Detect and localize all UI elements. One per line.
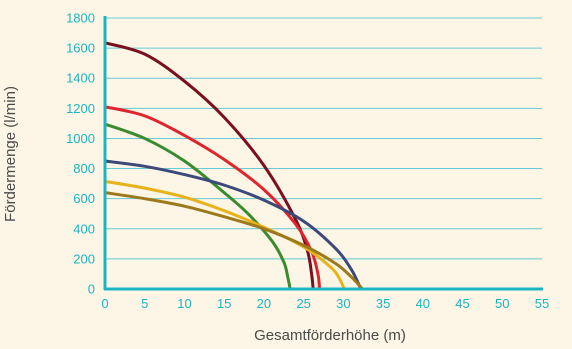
x-tick-label-10: 10 <box>177 296 191 311</box>
y-tick-label-1400: 1400 <box>66 71 95 86</box>
x-tick-label-45: 45 <box>455 296 469 311</box>
y-tick-label-200: 200 <box>73 251 95 266</box>
x-tick-label-0: 0 <box>101 296 108 311</box>
y-tick-label-0: 0 <box>88 282 95 297</box>
x-tick-label-5: 5 <box>141 296 148 311</box>
series-line-4 <box>103 159 363 291</box>
tick-layer: 0 200 400 600 800 1000 1200 1400 1600 1800 0 5 10 15 2… <box>66 11 549 312</box>
y-tick-label-400: 400 <box>73 221 95 236</box>
y-tick-label-1000: 1000 <box>66 131 95 146</box>
y-tick-label-1600: 1600 <box>66 41 95 56</box>
x-tick-label-40: 40 <box>416 296 430 311</box>
x-tick-label-55: 55 <box>535 296 549 311</box>
x-axis-title: Gesamtförderhöhe (m) <box>254 327 406 344</box>
x-tick-label-35: 35 <box>376 296 390 311</box>
x-tick-label-15: 15 <box>217 296 231 311</box>
y-axis-title: Fördermenge (l/min) <box>2 86 19 222</box>
y-tick-label-800: 800 <box>73 161 95 176</box>
y-tick-label-1800: 1800 <box>66 11 95 26</box>
x-tick-label-20: 20 <box>257 296 271 311</box>
series-line-2 <box>103 105 322 291</box>
y-tick-label-600: 600 <box>73 191 95 206</box>
series-line-6 <box>103 191 364 291</box>
x-tick-label-50: 50 <box>495 296 509 311</box>
x-tick-label-25: 25 <box>296 296 310 311</box>
series-layer <box>103 41 364 291</box>
x-tick-label-30: 30 <box>336 296 350 311</box>
series-line-1 <box>103 41 315 291</box>
axis-layer <box>103 16 543 291</box>
grid-layer <box>105 17 542 260</box>
series-line-3 <box>103 122 292 291</box>
y-tick-label-1200: 1200 <box>66 101 95 116</box>
